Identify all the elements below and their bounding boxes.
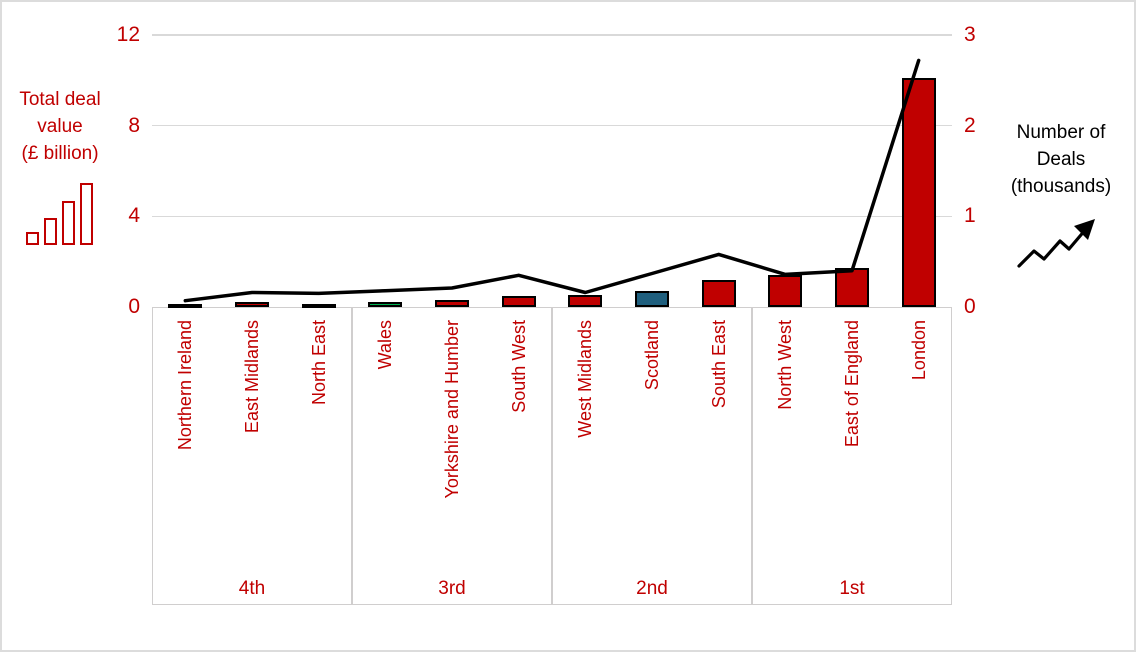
bar-wales	[368, 302, 403, 307]
left-axis-tick: 0	[128, 295, 140, 318]
bar-north-west	[768, 275, 803, 307]
category-label: East Midlands	[242, 320, 262, 434]
right-axis-tick: 2	[964, 113, 976, 137]
left-axis-title-line: Total deal	[19, 89, 101, 110]
group-divider	[751, 307, 753, 605]
left-axis-title: Total deal value (£ billion)	[4, 86, 116, 167]
bar-east-of-england	[835, 268, 869, 307]
category-label: West Midlands	[575, 320, 596, 438]
bar-chart-icon-bar	[80, 183, 93, 245]
bar-chart-icon-bar	[26, 232, 39, 245]
right-axis-tick: 0	[964, 295, 976, 318]
left-axis-tick: 4	[128, 204, 140, 228]
group-divider	[551, 307, 553, 605]
category-label: South West	[508, 320, 529, 413]
right-axis-tick: 1	[964, 204, 976, 228]
bar-west-midlands	[568, 294, 603, 307]
gridline	[152, 34, 952, 36]
gridline	[152, 215, 952, 218]
left-axis-tick: 12	[116, 23, 140, 46]
category-label: North West	[775, 320, 796, 410]
bar-east-midlands	[235, 302, 269, 307]
bar-south-west	[501, 295, 536, 307]
category-label: Yorkshire and Humber	[442, 320, 462, 499]
left-axis-title-line: value	[37, 116, 83, 137]
group-label: 2nd	[636, 578, 668, 599]
bar-scotland	[635, 291, 669, 307]
right-axis-title: Number of Deals (thousands)	[988, 119, 1134, 200]
deals-line-path	[183, 58, 921, 303]
category-label: Wales	[375, 320, 396, 370]
left-axis-tick: 8	[128, 113, 140, 137]
bar-london	[901, 78, 936, 307]
category-label: East of England	[842, 320, 862, 448]
category-label: London	[908, 320, 929, 381]
left-axis-title-line: (£ billion)	[21, 143, 99, 164]
right-axis-tick: 3	[964, 23, 976, 46]
right-axis-title-line: Number of	[1016, 122, 1106, 143]
bar-north-east	[301, 303, 336, 308]
group-label: 1st	[839, 578, 865, 599]
bar-northern-ireland	[168, 303, 203, 308]
category-label: South East	[708, 320, 729, 409]
category-label: Scotland	[642, 320, 662, 391]
bar-chart-icon-bar	[44, 218, 57, 245]
gridline	[152, 124, 952, 127]
right-axis-title-line: (thousands)	[1010, 176, 1112, 197]
trend-arrow-icon	[1017, 219, 1095, 268]
bar-south-east	[701, 279, 736, 307]
bar-yorkshire-and-humber	[435, 300, 469, 307]
bar-chart-icon	[26, 181, 106, 245]
group-label: 3rd	[438, 578, 466, 599]
group-label: 4th	[238, 578, 266, 599]
bar-chart-icon-bar	[62, 201, 75, 245]
category-label: Northern Ireland	[175, 320, 196, 451]
category-label: North East	[308, 320, 329, 406]
right-axis-title-line: Deals	[1036, 149, 1086, 170]
group-divider	[351, 307, 353, 605]
